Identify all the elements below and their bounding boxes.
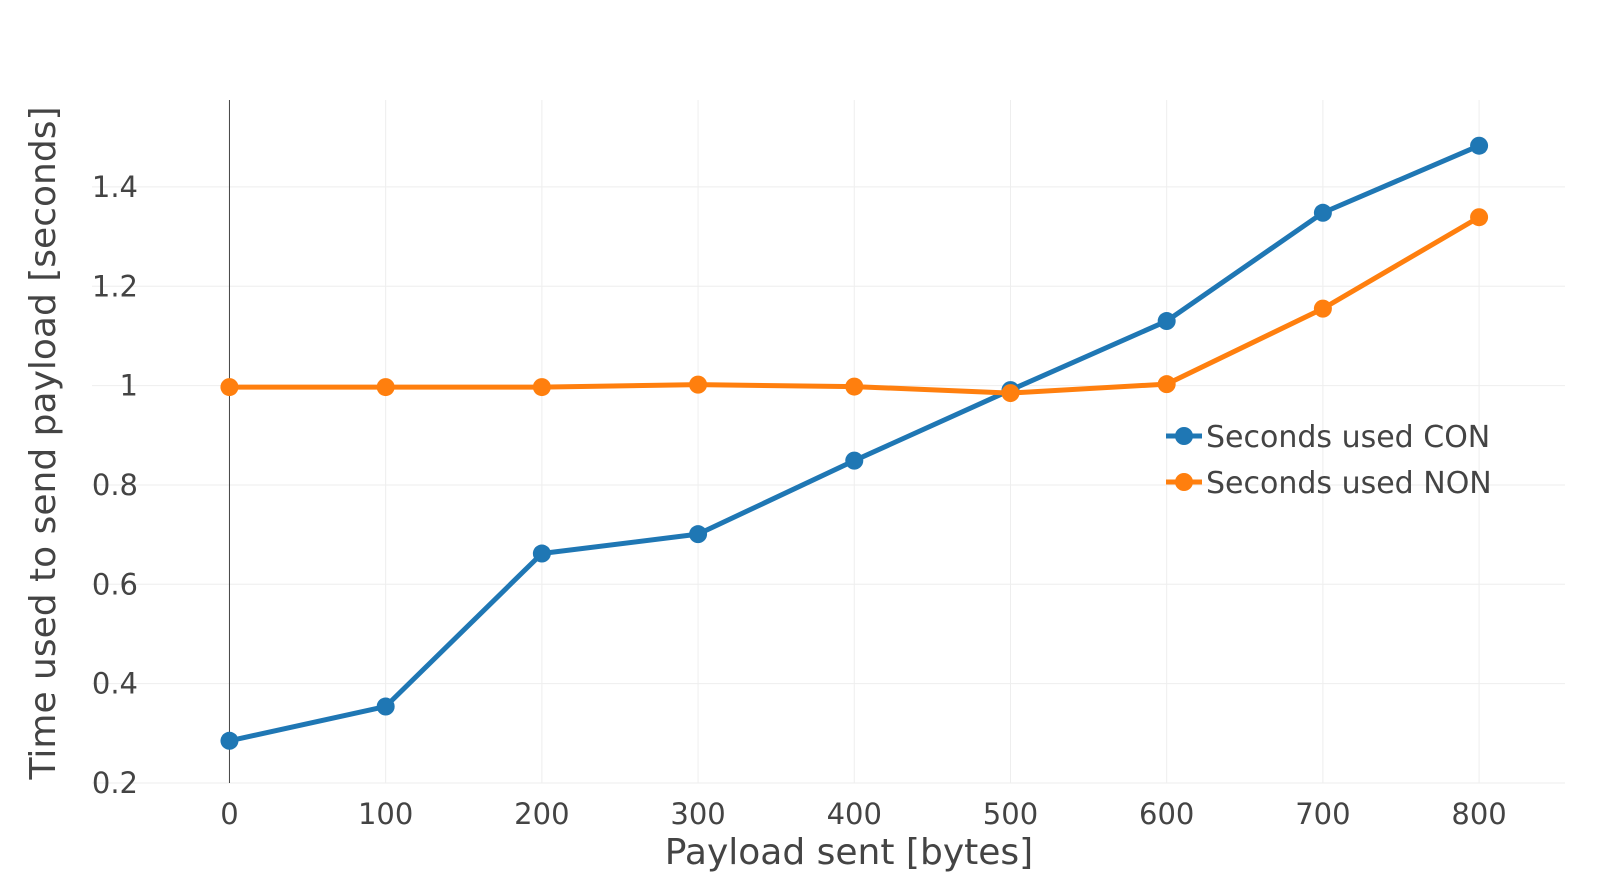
- data-point: [220, 378, 239, 397]
- data-point: [1001, 384, 1020, 403]
- series-non: [220, 208, 1489, 403]
- x-tick-label: 0: [220, 797, 238, 831]
- y-tick-label: 0.8: [92, 468, 138, 502]
- y-tick-label: 0.4: [92, 667, 138, 701]
- x-tick-label: 800: [1451, 797, 1506, 831]
- data-point: [1157, 375, 1176, 394]
- x-axis-title: Payload sent [bytes]: [665, 832, 1033, 873]
- legend-label: Seconds used CON: [1206, 420, 1490, 455]
- series-con: [220, 136, 1489, 750]
- tick-labels: 0 100 200 300 400 500 600 700 800 0.2 0.4 0.6 0.8 1 1.…: [92, 170, 1507, 831]
- legend-marker-swatch: [1175, 427, 1193, 445]
- data-point: [532, 378, 551, 397]
- x-tick-label: 100: [358, 797, 413, 831]
- legend-item: Seconds used CON: [1166, 420, 1490, 455]
- data-point: [376, 378, 395, 397]
- legend-marker-swatch: [1175, 473, 1193, 491]
- legend-item: Seconds used NON: [1166, 466, 1492, 501]
- y-tick-label: 1: [120, 369, 138, 403]
- data-point: [689, 525, 708, 544]
- data-point: [689, 375, 708, 394]
- y-tick-label: 0.6: [92, 567, 138, 601]
- data-point: [1470, 208, 1489, 227]
- legend-label: Seconds used NON: [1206, 466, 1492, 501]
- y-tick-label: 1.4: [92, 170, 138, 204]
- x-tick-label: 300: [670, 797, 725, 831]
- data-point: [1157, 312, 1176, 331]
- data-point: [845, 377, 864, 396]
- data-point: [1313, 299, 1332, 318]
- x-tick-label: 400: [827, 797, 882, 831]
- data-point: [532, 544, 551, 563]
- data-point: [1313, 203, 1332, 222]
- legend: Seconds used CON Seconds used NON: [1166, 420, 1492, 501]
- data-point: [1470, 136, 1489, 155]
- data-series: [220, 136, 1489, 750]
- data-point: [845, 451, 864, 470]
- x-tick-label: 600: [1139, 797, 1194, 831]
- data-point: [220, 731, 239, 750]
- data-point: [376, 697, 395, 716]
- x-tick-label: 200: [514, 797, 569, 831]
- y-tick-label: 0.2: [92, 766, 138, 800]
- y-tick-label: 1.2: [92, 269, 138, 303]
- x-tick-label: 700: [1295, 797, 1350, 831]
- y-axis-title: Time used to send payload [seconds]: [23, 107, 64, 781]
- x-tick-label: 500: [983, 797, 1038, 831]
